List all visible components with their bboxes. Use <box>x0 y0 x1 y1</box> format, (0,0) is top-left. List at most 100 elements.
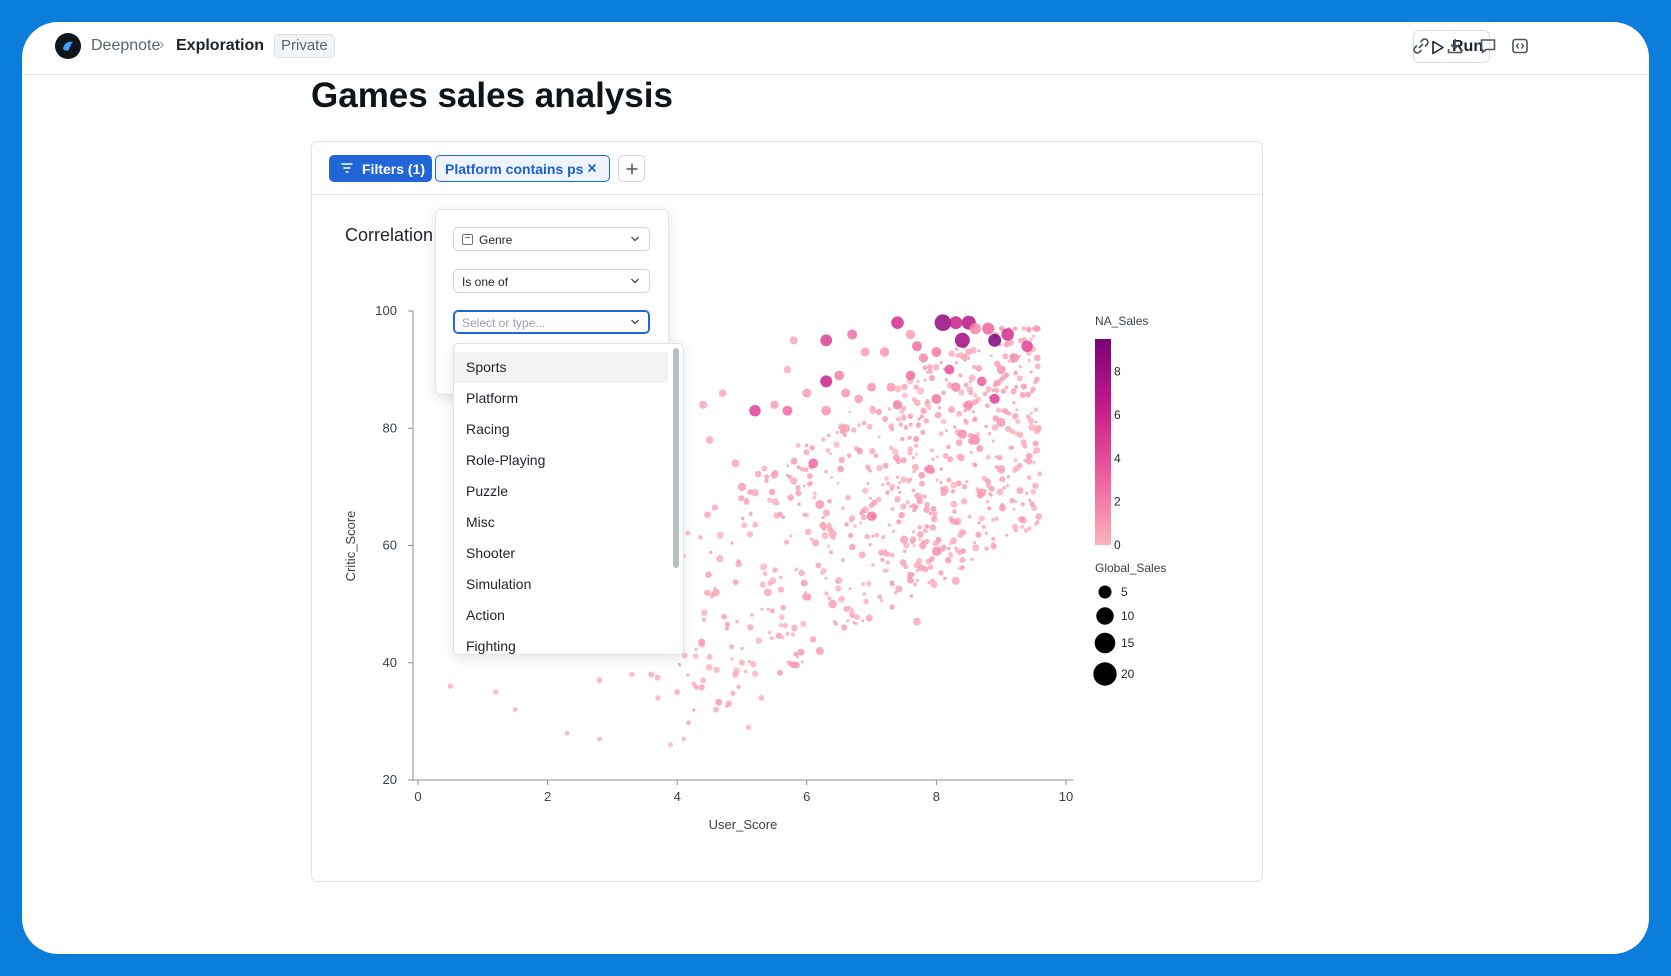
background-point <box>894 591 898 595</box>
filters-button[interactable]: Filters (1) <box>329 155 432 182</box>
background-point <box>798 569 805 577</box>
background-point <box>781 635 785 640</box>
background-point <box>961 498 968 505</box>
background-point <box>901 415 907 421</box>
option-sports[interactable]: Sports <box>454 352 668 383</box>
deepnote-logo-icon[interactable] <box>55 33 81 59</box>
background-point <box>716 531 724 539</box>
background-point <box>1034 363 1041 370</box>
background-point <box>991 518 995 522</box>
background-point <box>1026 456 1031 460</box>
background-point <box>701 609 708 616</box>
option-racing[interactable]: Racing <box>466 421 510 437</box>
background-point <box>778 614 785 620</box>
background-point <box>900 476 908 483</box>
column-select[interactable]: Genre <box>453 227 650 251</box>
background-point <box>738 495 745 502</box>
background-point <box>1025 414 1031 420</box>
axes-layer: 0 2 4 6 8 10 20 40 60 80 100 User_Score Critic_Score <box>343 303 1073 832</box>
background-point <box>764 474 770 480</box>
background-point <box>721 613 728 620</box>
background-point <box>889 445 894 451</box>
background-point <box>841 506 845 510</box>
color-legend-tick: 4 <box>1114 451 1121 465</box>
background-point <box>927 564 934 570</box>
background-point <box>833 621 839 626</box>
background-point <box>950 500 958 508</box>
scatter-point <box>951 576 960 585</box>
embed-icon[interactable] <box>1510 36 1530 56</box>
background-point <box>932 511 938 517</box>
background-point <box>861 619 865 623</box>
background-point <box>972 410 975 414</box>
scatter-point <box>732 671 739 678</box>
breadcrumb-app[interactable]: Deepnote <box>91 37 161 54</box>
background-point <box>812 491 817 496</box>
download-icon[interactable] <box>1445 36 1465 56</box>
background-point <box>946 477 952 483</box>
background-point <box>861 582 865 586</box>
visibility-badge[interactable]: Private <box>274 34 335 58</box>
background-point <box>877 435 881 439</box>
link-icon[interactable] <box>1411 36 1431 56</box>
active-filter-chip[interactable]: Platform contains ps <box>435 155 610 182</box>
background-point <box>1032 482 1039 490</box>
background-point <box>767 580 773 586</box>
background-point <box>1004 409 1010 415</box>
scatter-point <box>564 730 570 736</box>
add-filter-button[interactable] <box>618 155 645 182</box>
background-point <box>898 481 902 485</box>
option-shooter[interactable]: Shooter <box>466 545 516 561</box>
background-point <box>993 381 998 387</box>
option-fighting[interactable]: Fighting <box>466 638 516 654</box>
scatter-point <box>739 659 745 666</box>
background-point <box>991 388 995 393</box>
background-point <box>940 418 947 425</box>
background-point <box>907 446 913 452</box>
option-platform[interactable]: Platform <box>466 390 519 406</box>
option-role-playing[interactable]: Role-Playing <box>466 452 546 468</box>
background-point <box>932 363 940 371</box>
operator-select[interactable]: Is one of <box>453 269 650 293</box>
background-point <box>1017 338 1023 344</box>
background-point <box>911 397 917 403</box>
scatter-point <box>699 400 708 409</box>
run-button[interactable]: Run <box>1413 30 1490 63</box>
scatter-point <box>712 588 720 597</box>
comment-icon[interactable] <box>1478 36 1498 56</box>
x-tick-label: 6 <box>803 789 810 804</box>
background-point <box>912 530 915 534</box>
background-point <box>694 685 699 690</box>
background-point <box>877 594 883 600</box>
background-point <box>802 484 806 488</box>
background-point <box>891 529 896 533</box>
background-point <box>865 464 871 470</box>
background-point <box>686 720 691 726</box>
background-point <box>943 576 947 581</box>
background-point <box>821 437 826 442</box>
scatter-point <box>982 322 995 335</box>
color-legend-bar <box>1095 339 1111 545</box>
value-select-input[interactable]: Select or type... <box>453 310 650 334</box>
background-point <box>704 589 711 596</box>
breadcrumb-page[interactable]: Exploration <box>176 37 265 54</box>
chevron-down-icon <box>631 319 639 325</box>
background-point <box>1018 516 1025 523</box>
option-puzzle[interactable]: Puzzle <box>466 483 509 499</box>
background-point <box>958 529 966 536</box>
option-misc[interactable]: Misc <box>466 514 495 530</box>
option-simulation[interactable]: Simulation <box>466 576 532 592</box>
background-point <box>898 512 905 519</box>
background-point <box>1000 374 1007 381</box>
background-point <box>750 613 754 617</box>
scatter-point <box>758 695 765 701</box>
background-point <box>927 580 931 585</box>
close-icon[interactable] <box>585 161 599 175</box>
background-point <box>809 537 814 542</box>
dropdown-scrollbar[interactable] <box>673 348 679 568</box>
background-point <box>851 427 857 433</box>
option-action[interactable]: Action <box>466 607 505 623</box>
background-point <box>1032 334 1035 338</box>
scatter-point <box>913 617 921 626</box>
background-point <box>698 684 705 691</box>
